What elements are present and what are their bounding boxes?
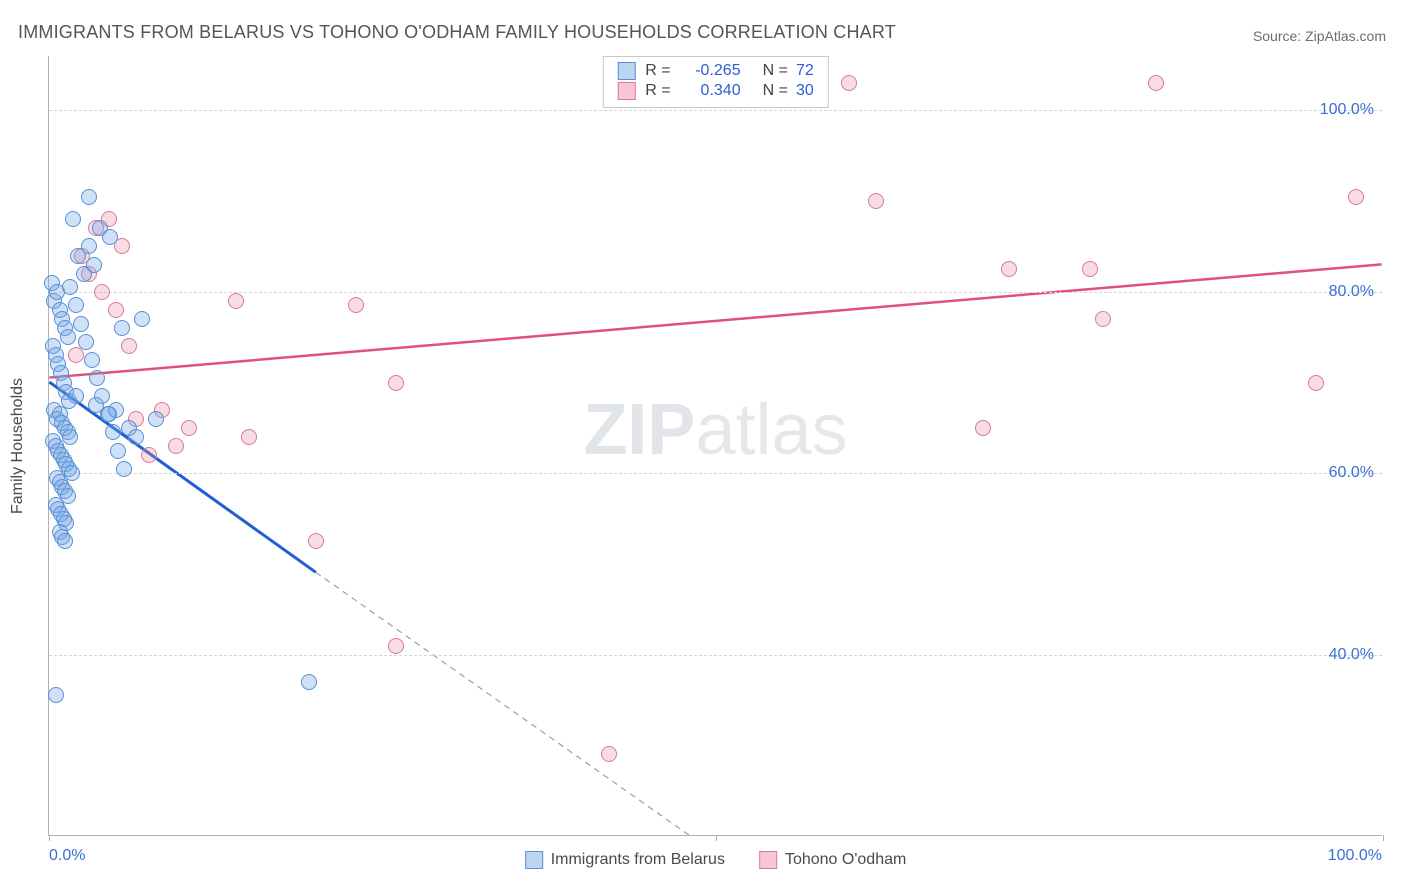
- legend-r-value: -0.265: [679, 62, 741, 80]
- legend-r-value: 0.340: [679, 82, 741, 100]
- legend-series-item: Immigrants from Belarus: [525, 851, 725, 869]
- legend-series: Immigrants from Belarus Tohono O'odham: [525, 851, 907, 869]
- belarus-point: [102, 229, 118, 245]
- tohono-point: [228, 293, 244, 309]
- belarus-point: [81, 189, 97, 205]
- belarus-point: [57, 533, 73, 549]
- plot-area: ZIPatlas R =-0.265N =72R =0.340N =30 Imm…: [48, 56, 1382, 836]
- belarus-point: [128, 429, 144, 445]
- legend-swatch: [617, 62, 635, 80]
- belarus-point: [48, 687, 64, 703]
- ytick-label: 80.0%: [1329, 283, 1374, 301]
- legend-series-item: Tohono O'odham: [759, 851, 906, 869]
- gridline-h: [49, 655, 1382, 656]
- tohono-point: [1348, 189, 1364, 205]
- watermark: ZIPatlas: [583, 389, 847, 471]
- tohono-point: [1095, 311, 1111, 327]
- xtick-mark: [1383, 835, 1384, 841]
- tohono-point: [348, 297, 364, 313]
- gridline-h: [49, 292, 1382, 293]
- belarus-point: [134, 311, 150, 327]
- tohono-point: [388, 638, 404, 654]
- belarus-point: [60, 329, 76, 345]
- tohono-point: [1308, 375, 1324, 391]
- legend-r-label: R =: [645, 82, 670, 100]
- belarus-point: [114, 320, 130, 336]
- tohono-point: [1082, 261, 1098, 277]
- tohono-point: [841, 75, 857, 91]
- tohono-point: [121, 338, 137, 354]
- belarus-point: [78, 334, 94, 350]
- tohono-point: [241, 429, 257, 445]
- tohono-point: [168, 438, 184, 454]
- tohono-point: [975, 420, 991, 436]
- watermark-atlas: atlas: [695, 390, 847, 470]
- legend-swatch: [617, 82, 635, 100]
- belarus-point: [148, 411, 164, 427]
- gridline-h: [49, 473, 1382, 474]
- tohono-point: [868, 193, 884, 209]
- legend-r-label: R =: [645, 62, 670, 80]
- belarus-point: [62, 279, 78, 295]
- tohono-point: [1148, 75, 1164, 91]
- legend-swatch: [525, 851, 543, 869]
- source-attribution: Source: ZipAtlas.com: [1253, 28, 1386, 44]
- source-value: ZipAtlas.com: [1305, 28, 1386, 44]
- tohono-point: [1001, 261, 1017, 277]
- ytick-label: 40.0%: [1329, 646, 1374, 664]
- belarus-point: [86, 257, 102, 273]
- regression-line: [49, 264, 1381, 377]
- regression-line: [316, 572, 689, 835]
- legend-correlation-row: R = -0.265 N = 72: [617, 61, 813, 81]
- belarus-point: [301, 674, 317, 690]
- belarus-point: [101, 406, 117, 422]
- legend-series-label: Immigrants from Belarus: [551, 851, 725, 869]
- belarus-point: [110, 443, 126, 459]
- xtick-label: 100.0%: [1328, 847, 1382, 865]
- chart-title: IMMIGRANTS FROM BELARUS VS TOHONO O'ODHA…: [18, 22, 896, 43]
- tohono-point: [68, 347, 84, 363]
- belarus-point: [116, 461, 132, 477]
- tohono-point: [141, 447, 157, 463]
- belarus-point: [73, 316, 89, 332]
- legend-n-label: N =: [763, 82, 788, 100]
- belarus-point: [68, 388, 84, 404]
- belarus-point: [81, 238, 97, 254]
- tohono-point: [601, 746, 617, 762]
- watermark-zip: ZIP: [583, 390, 695, 470]
- legend-correlation: R = -0.265 N = 72 R = 0.340 N = 30: [602, 56, 828, 108]
- belarus-point: [105, 424, 121, 440]
- legend-n-value: 72: [796, 62, 814, 80]
- belarus-point: [84, 352, 100, 368]
- tohono-point: [181, 420, 197, 436]
- belarus-point: [68, 297, 84, 313]
- belarus-point: [89, 370, 105, 386]
- tohono-point: [108, 302, 124, 318]
- xtick-mark: [716, 835, 717, 841]
- legend-swatch: [759, 851, 777, 869]
- belarus-point: [65, 211, 81, 227]
- tohono-point: [388, 375, 404, 391]
- regression-lines: [49, 56, 1382, 835]
- xtick-mark: [49, 835, 50, 841]
- legend-correlation-row: R = 0.340 N = 30: [617, 81, 813, 101]
- legend-n-value: 30: [796, 82, 814, 100]
- tohono-point: [94, 284, 110, 300]
- xtick-label: 0.0%: [49, 847, 85, 865]
- y-axis-label: Family Households: [9, 378, 27, 514]
- legend-n-label: N =: [763, 62, 788, 80]
- ytick-label: 60.0%: [1329, 464, 1374, 482]
- ytick-label: 100.0%: [1320, 101, 1374, 119]
- source-label: Source:: [1253, 28, 1301, 44]
- belarus-point: [62, 429, 78, 445]
- legend-series-label: Tohono O'odham: [785, 851, 906, 869]
- tohono-point: [308, 533, 324, 549]
- gridline-h: [49, 110, 1382, 111]
